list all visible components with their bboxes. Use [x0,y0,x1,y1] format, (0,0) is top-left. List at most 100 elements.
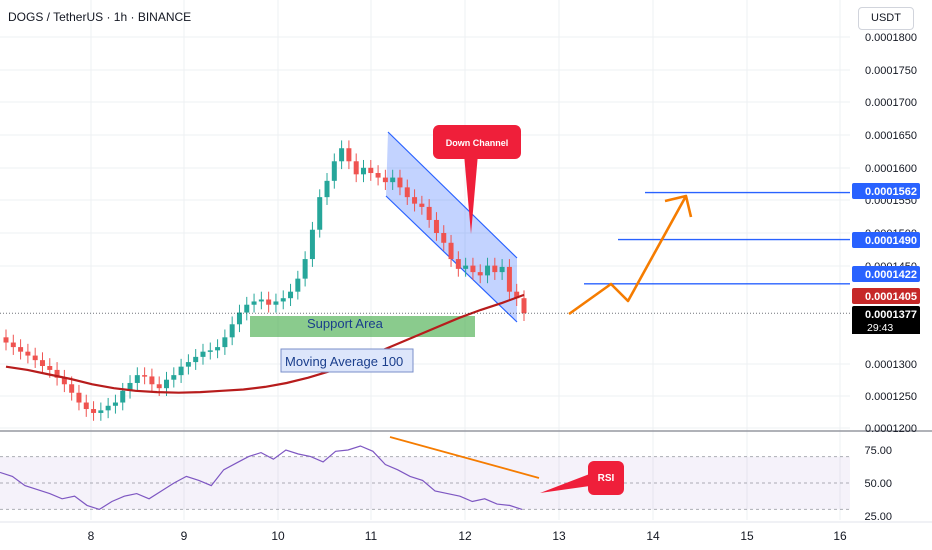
candle-body [258,299,264,302]
rsi-line [0,436,540,511]
candle-body [317,197,323,230]
projection-path[interactable] [568,194,693,316]
candle-body [353,161,359,175]
candles [3,140,527,421]
candle-body [76,392,82,403]
candle-body [397,177,403,188]
candle-body [280,298,286,302]
candle-body [236,312,242,325]
candle-body [477,272,483,276]
candle-body [360,167,366,175]
candle-body [506,266,512,292]
candle-body [178,366,184,376]
rsi-tick-label: 50.00 [864,478,892,490]
candle-body [193,356,199,363]
countdown-badge [852,320,920,334]
price-badge-label: 0.0001405 [865,291,917,303]
candle-body [368,167,374,174]
moving-average-label: Moving Average 100 [285,354,403,369]
price-badge [852,183,920,199]
candle-body [273,301,279,305]
price-tick-label: 0.0001300 [865,359,917,371]
price-badge-label: 0.0001490 [865,235,917,247]
candle-body [61,377,67,385]
level-lines[interactable] [0,191,850,314]
candle-body [331,161,337,181]
time-tick-label: 12 [458,529,472,543]
price-tick-label: 0.0001800 [865,32,917,44]
down-channel-label: Down Channel [446,138,509,148]
rsi-tick-label: 75.00 [864,445,892,457]
down-channel-pointer [464,154,478,234]
candle-body [251,301,257,305]
candle-body [295,278,301,292]
annotations[interactable]: Down Channel Support Area Moving Average 1… [280,125,624,495]
time-axis-bg [0,522,932,550]
price-tick-label: 0.0001600 [865,163,917,175]
candle-body [83,402,89,410]
candle-body [324,180,330,198]
candle-body [215,347,221,351]
candle-body [266,299,272,305]
rsi-divergence-line [389,436,540,479]
candle-body [309,229,315,260]
rsi-bubble [588,461,624,495]
chart-title: DOGS / TetherUS · 1h · BINANCE [8,10,192,24]
candle-body [222,337,228,348]
candle-body [412,197,418,204]
price-badge-label: 0.0001422 [865,269,917,281]
candle-body [54,369,60,378]
candle-body [3,337,9,343]
price-badge-label: 0.0001562 [865,186,917,198]
grid [0,0,850,520]
price-badge [852,288,920,304]
rsi-label: RSI [598,473,615,484]
currency-button[interactable]: USDT [858,7,914,30]
candle-body [156,384,162,389]
time-tick-label: 14 [646,529,660,543]
moving-average-box [280,348,414,373]
countdown-label: 29:43 [867,322,893,334]
candle-body [185,362,191,367]
candle-body [120,390,126,403]
candle-body [134,375,140,383]
support-area[interactable] [250,316,475,337]
rsi-series-line [0,445,523,511]
candle-body [375,173,381,178]
candle-body [98,410,104,413]
candle-body [39,360,45,367]
candle-body [521,298,527,314]
candle-body [112,402,118,406]
candle-body [448,242,454,260]
candle-body [164,379,170,389]
projection-arrowhead [664,194,693,218]
candle-body [499,266,505,273]
candle-body [455,259,461,269]
price-badge [852,266,920,282]
price-tick-label: 0.0001250 [865,391,917,403]
candle-body [171,375,177,380]
candle-body [404,187,410,198]
time-tick-label: 11 [365,529,378,543]
price-tick-label: 0.0001650 [865,130,917,142]
candle-body [207,350,213,352]
candle-body [339,148,345,162]
candle-body [426,206,432,220]
down-channel[interactable] [385,131,518,323]
time-tick-label: 10 [271,529,285,543]
down-channel-bubble [433,125,521,159]
candle-body [382,177,388,183]
candle-body [288,291,294,299]
support-area-box [250,316,475,337]
candle-body [514,291,520,299]
rsi-tick-label: 25.00 [864,511,892,523]
candle-body [149,376,155,385]
candle-body [18,347,24,352]
axes: 0.0001800 0.0001750 0.0001700 0.0001650 0.00… [0,30,932,550]
time-tick-label: 16 [833,529,847,543]
time-tick-label: 8 [88,529,95,543]
candle-body [433,219,439,233]
time-tick-label: 9 [181,529,188,543]
